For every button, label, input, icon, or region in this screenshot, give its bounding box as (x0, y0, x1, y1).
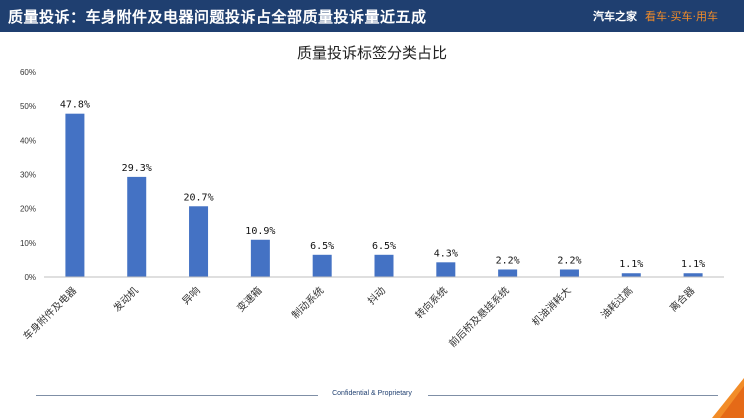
data-label: 20.7% (183, 192, 213, 203)
header-bar: 质量投诉：车身附件及电器问题投诉占全部质量投诉量近五成 汽车之家 看车·买车·用车 (0, 0, 744, 32)
data-label: 1.1% (619, 259, 643, 270)
data-label: 4.3% (434, 248, 458, 259)
y-tick-label: 0% (24, 273, 36, 282)
x-tick-label: 离合器 (667, 284, 697, 314)
bar (683, 273, 703, 277)
bars-group: 47.8% 29.3% 20.7% 10.9% 6.5% 6.5% 4.3% 2.2% 2.2%… (60, 100, 705, 277)
corner-arrow-icon[interactable] (710, 378, 744, 418)
bar (127, 176, 147, 277)
x-tick-label: 变速箱 (234, 284, 264, 314)
bar (559, 269, 579, 277)
footer-divider-left (36, 395, 318, 396)
y-tick-label: 20% (20, 205, 36, 214)
y-tick-label: 60% (20, 68, 36, 77)
x-tick-label: 车身附件及电器 (20, 284, 79, 343)
x-tick-label: 异响 (179, 284, 202, 307)
x-tick-label: 前后桥及悬挂系统 (446, 284, 512, 350)
chart-title: 质量投诉标签分类占比 (296, 44, 447, 62)
x-tick-label: 抖动 (365, 284, 388, 307)
data-label: 10.9% (245, 226, 275, 237)
bar (498, 269, 518, 277)
bar (436, 262, 456, 277)
data-label: 2.2% (557, 255, 581, 266)
y-tick-label: 50% (20, 102, 36, 111)
bar (65, 113, 85, 277)
x-tick-label: 油耗过高 (598, 284, 635, 321)
brand-name: 汽车之家 (593, 10, 637, 23)
data-label: 2.2% (496, 255, 520, 266)
y-axis: 0% 10% 20% 30% 40% 50% 60% (20, 68, 36, 282)
y-tick-label: 10% (20, 239, 36, 248)
y-tick-label: 30% (20, 171, 36, 180)
data-label: 29.3% (122, 163, 152, 174)
page-title: 质量投诉：车身附件及电器问题投诉占全部质量投诉量近五成 (8, 8, 427, 26)
brand-logo: 汽车之家 看车·买车·用车 (593, 8, 718, 24)
footer-divider-right (428, 395, 718, 396)
x-tick-label: 制动系统 (289, 284, 326, 321)
data-label: 1.1% (681, 259, 705, 270)
x-tick-label: 机油消耗大 (529, 284, 574, 329)
bar (189, 206, 209, 277)
bar (312, 254, 332, 277)
brand-slogan: 看车·买车·用车 (645, 10, 718, 23)
y-tick-label: 40% (20, 136, 36, 145)
bar (374, 254, 394, 277)
data-label: 6.5% (372, 241, 396, 252)
data-label: 6.5% (310, 241, 334, 252)
bar (250, 239, 270, 277)
x-tick-label: 发动机 (110, 284, 140, 314)
bar (621, 273, 641, 277)
x-tick-label: 转向系统 (412, 284, 449, 321)
footer-text: Confidential & Proprietary (332, 390, 412, 397)
data-label: 47.8% (60, 100, 90, 111)
